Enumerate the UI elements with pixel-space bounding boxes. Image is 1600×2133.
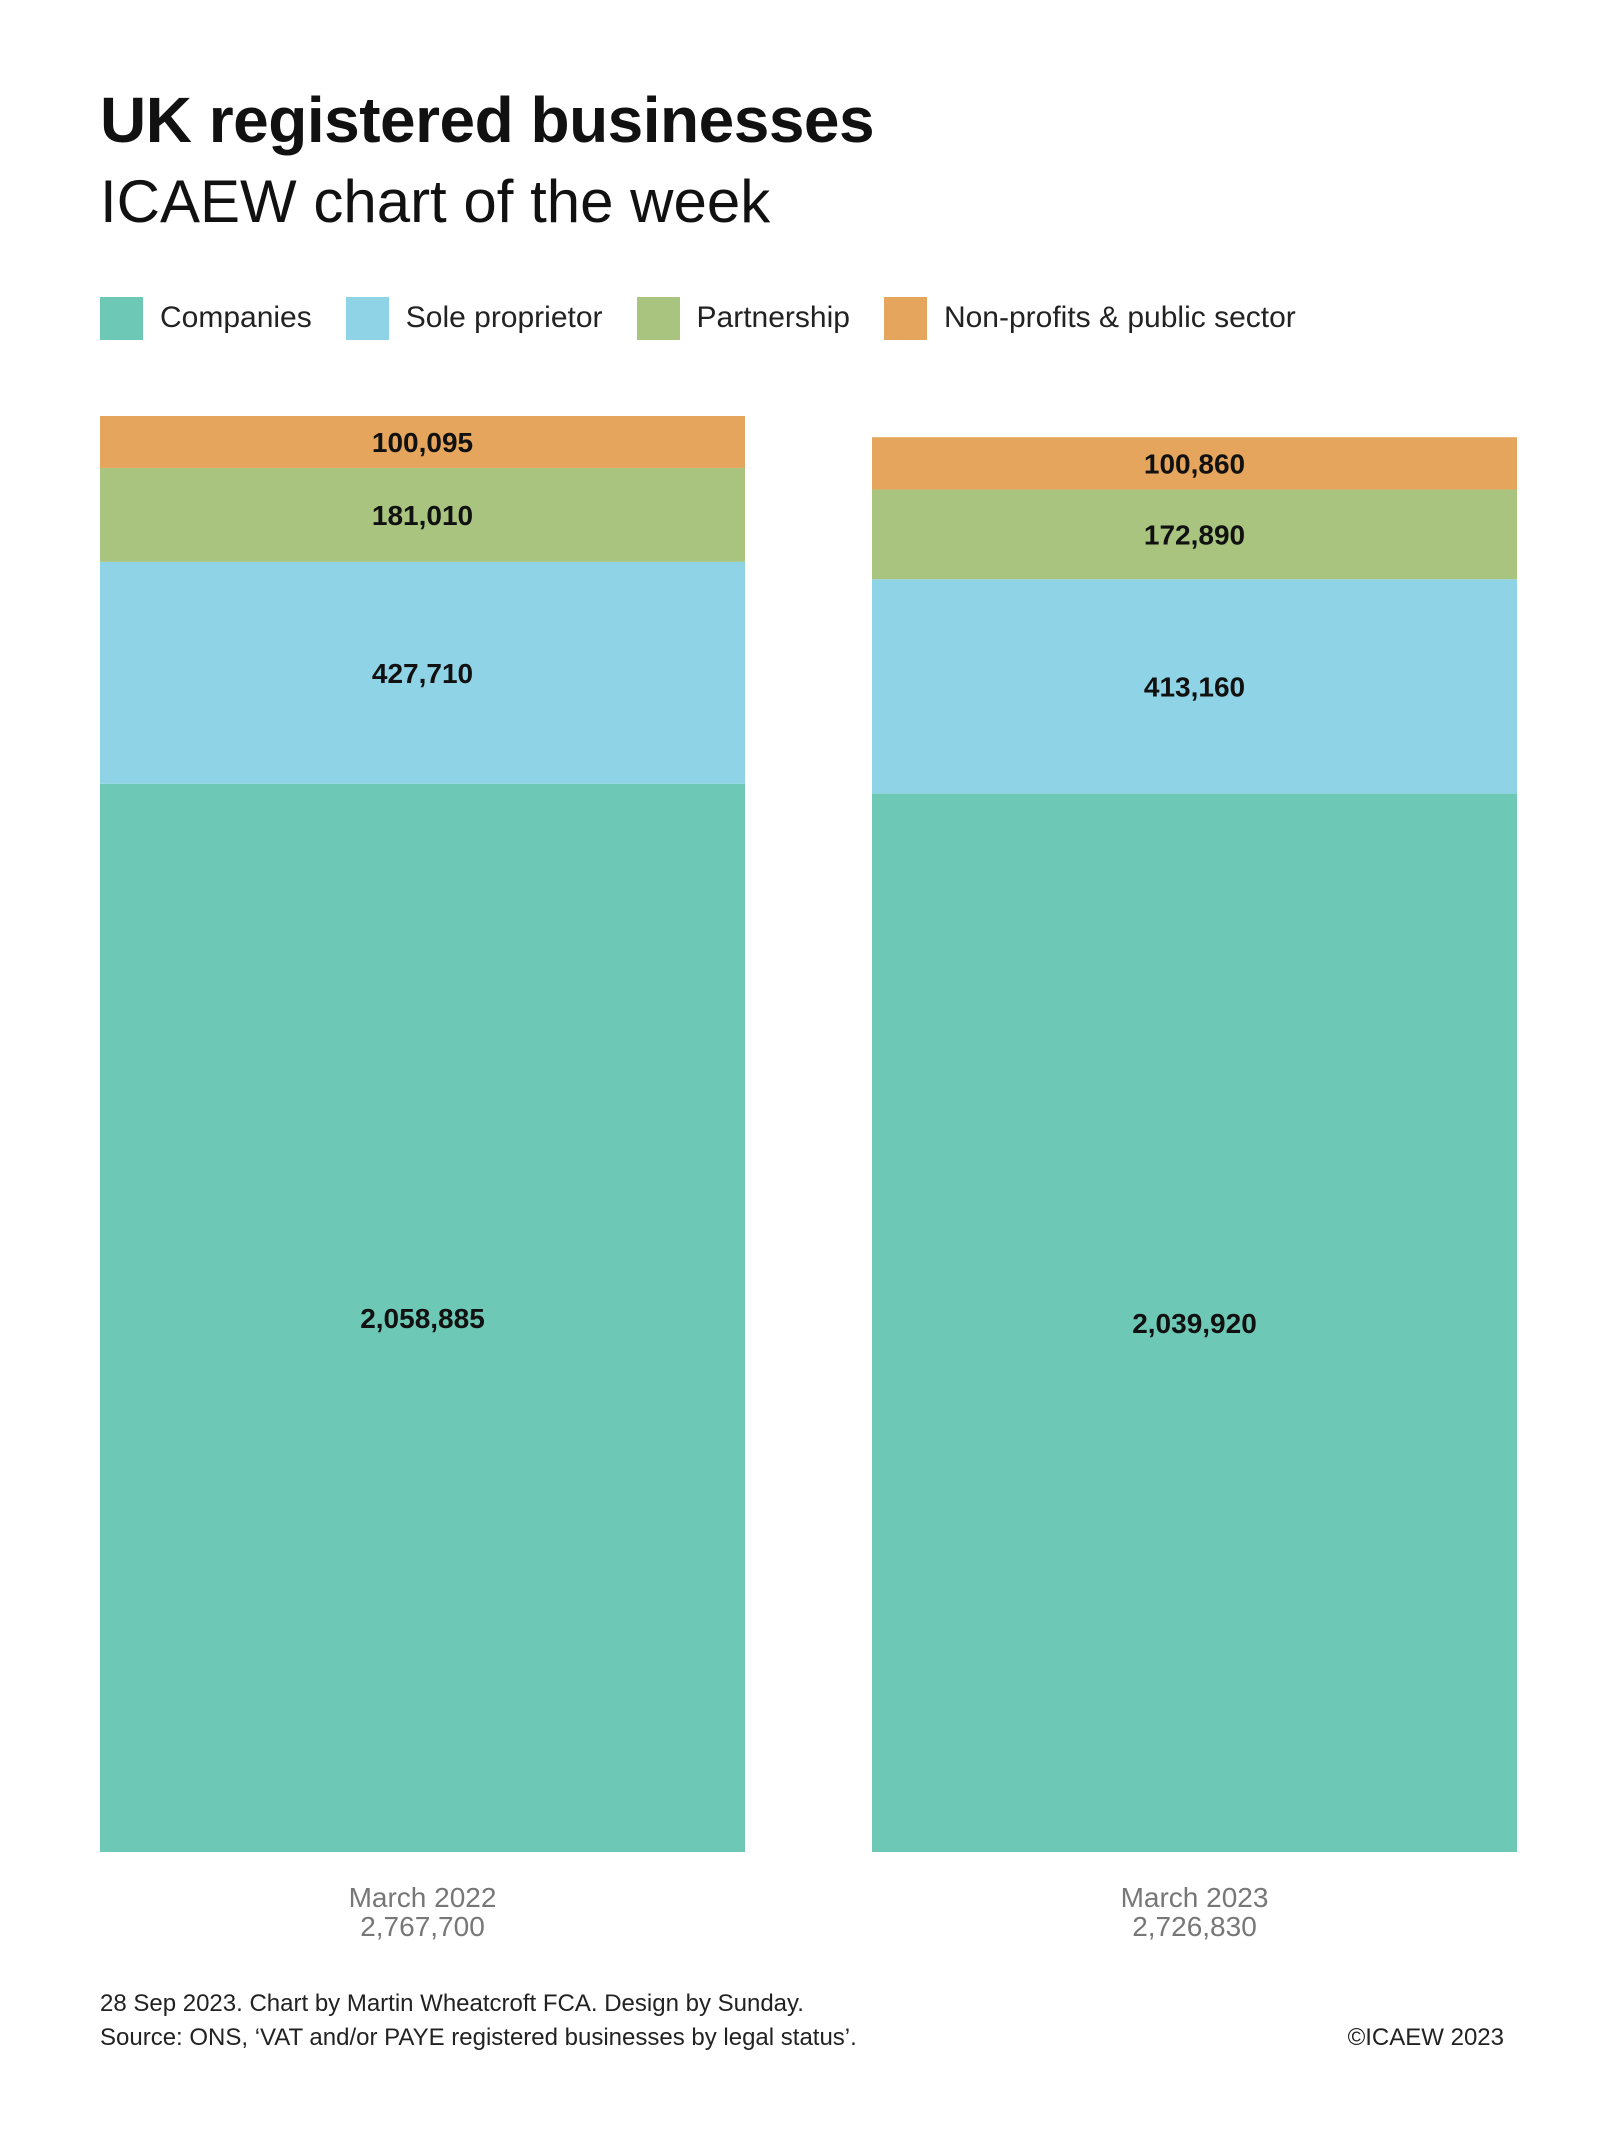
category-total-0: 2,767,700 (360, 1911, 485, 1942)
data-label-partnership-1: 172,890 (1144, 519, 1245, 550)
legend-item-companies: Companies (100, 296, 312, 340)
chart-subtitle: ICAEW chart of the week (100, 168, 771, 235)
legend-label-partnership: Partnership (696, 301, 850, 334)
data-label-sole-proprietor-1: 413,160 (1144, 671, 1245, 702)
legend: Companies Sole proprietor Partnership No… (100, 296, 1330, 340)
data-label-companies-1: 2,039,920 (1132, 1308, 1257, 1339)
legend-item-partnership: Partnership (636, 296, 850, 340)
legend-label-companies: Companies (160, 301, 312, 334)
footer-credit: 28 Sep 2023. Chart by Martin Wheatcroft … (100, 1990, 804, 2017)
chart-title: UK registered businesses (100, 84, 875, 156)
bar-segment-non-profits-public-sector-0 (100, 416, 745, 468)
bar-segment-companies-0 (100, 783, 745, 1853)
legend-swatch-companies (100, 296, 143, 340)
bar-segment-sole-proprietor-1 (872, 579, 1517, 794)
legend-item-non-profits: Non-profits & public sector (883, 296, 1296, 340)
footer-copyright: ©ICAEW 2023 (1347, 2024, 1504, 2051)
data-label-partnership-0: 181,010 (372, 500, 473, 531)
bar-segment-partnership-1 (872, 489, 1517, 580)
bar-segment-sole-proprietor-0 (100, 561, 745, 784)
category-total-1: 2,726,830 (1132, 1911, 1257, 1942)
bar-segment-partnership-0 (100, 467, 745, 562)
legend-swatch-partnership (636, 296, 680, 340)
legend-item-sole-proprietor: Sole proprietor (345, 296, 603, 340)
category-label-1: March 2023 (1121, 1882, 1269, 1913)
category-label-0: March 2022 (349, 1882, 497, 1913)
legend-label-sole-proprietor: Sole proprietor (405, 301, 603, 334)
legend-swatch-non-profits (883, 296, 927, 340)
legend-swatch-sole-proprietor (345, 296, 389, 340)
footer-source: Source: ONS, ‘VAT and/or PAYE registered… (100, 2024, 857, 2051)
bar-segment-companies-1 (872, 793, 1517, 1853)
data-label-non-profits-public-sector-1: 100,860 (1144, 448, 1245, 479)
bar-segment-non-profits-public-sector-1 (872, 437, 1517, 490)
data-label-non-profits-public-sector-0: 100,095 (372, 427, 473, 458)
data-label-sole-proprietor-0: 427,710 (372, 658, 473, 689)
legend-label-non-profits: Non-profits & public sector (943, 301, 1296, 334)
data-label-companies-0: 2,058,885 (360, 1303, 485, 1334)
